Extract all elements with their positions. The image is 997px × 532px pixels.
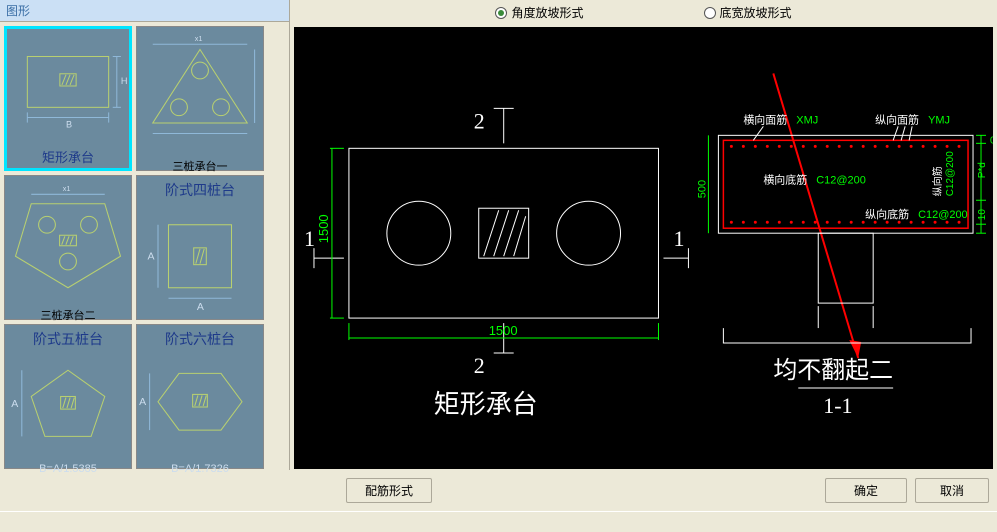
label-hxmj-val: XMJ [796, 114, 818, 126]
thumb-label: 三桩承台一 [137, 156, 263, 176]
thumb-tri-cap-2[interactable]: x1 三桩承台二 [4, 175, 132, 320]
label-c12-v: C12@200 [945, 151, 956, 196]
dim-1500-v: 1500 [316, 214, 331, 243]
svg-text:A: A [148, 250, 155, 262]
dim-1500-h: 1500 [489, 323, 518, 338]
thumb-canvas: x1 [137, 27, 263, 156]
plan-title: 矩形承台 [434, 390, 538, 419]
svg-text:A: A [197, 301, 204, 313]
label-zhj: 纵向筋 [931, 166, 944, 196]
thumb-canvas: A [137, 353, 263, 461]
ok-button[interactable]: 确定 [825, 478, 907, 503]
radio-angle[interactable]: 角度放坡形式 [495, 4, 583, 21]
thumb-label: 矩形承台 [7, 145, 129, 168]
label-hxdj: 横向底筋 [763, 172, 807, 186]
thumb-canvas: A [5, 353, 131, 461]
thumb-title: 阶式四桩台 [137, 176, 263, 204]
section-title: 均不翻起二 [773, 357, 893, 384]
marker-1-left: 1 [304, 226, 315, 251]
label-zxmj: 纵向面筋 [875, 112, 919, 126]
radio-label: 角度放坡形式 [511, 4, 583, 21]
radio-bottom[interactable]: 底宽放坡形式 [704, 4, 792, 21]
thumb-rect-cap[interactable]: B H 矩形承台 [4, 26, 132, 171]
radio-icon [704, 7, 716, 19]
svg-text:x1: x1 [195, 34, 203, 43]
thumb-step-6[interactable]: 阶式六桩台 A B=A/1.7326 [136, 324, 264, 469]
label-zxmj-val: YMJ [928, 114, 950, 126]
panel-title: 图形 [0, 0, 289, 22]
dim-zero: 0 [990, 135, 993, 146]
cad-svg: 2 2 1 1 1500 1500 [294, 27, 993, 469]
dim-500: 500 [696, 180, 708, 198]
svg-text:A: A [11, 398, 18, 410]
label-hxdj-val: C12@200 [816, 174, 866, 186]
thumb-step-5[interactable]: 阶式五桩台 A B=A/1.5385 [4, 324, 132, 469]
svg-text:H: H [121, 76, 128, 86]
right-panel: 角度放坡形式 底宽放坡形式 2 [290, 0, 997, 470]
cancel-button[interactable]: 取消 [915, 478, 989, 503]
marker-2-top: 2 [474, 108, 485, 133]
label-hxmj: 横向面筋 [743, 112, 787, 126]
dim-pxd: P*d [977, 162, 988, 178]
thumb-title: 阶式五桩台 [5, 325, 131, 353]
thumb-canvas: x1 [5, 176, 131, 305]
shape-panel: 图形 B [0, 0, 290, 470]
cad-viewport[interactable]: 2 2 1 1 1500 1500 [294, 27, 993, 469]
thumb-label: 三桩承台二 [5, 305, 131, 325]
thumb-canvas: A A [137, 204, 263, 319]
thumb-label: B=A/1.5385 [5, 461, 131, 477]
svg-text:A: A [139, 396, 146, 408]
marker-2-bot: 2 [474, 353, 485, 378]
thumb-tri-cap-1[interactable]: x1 三桩承台一 [136, 26, 264, 171]
svg-text:x1: x1 [63, 184, 71, 193]
radio-label: 底宽放坡形式 [720, 4, 792, 21]
label-zxdj-val: C12@200 [918, 209, 968, 221]
marker-1-right: 1 [673, 226, 684, 251]
statusbar [0, 511, 997, 531]
label-zxdj: 纵向底筋 [865, 207, 909, 221]
svg-text:B: B [66, 120, 72, 130]
thumb-step-4[interactable]: 阶式四桩台 A A [136, 175, 264, 320]
radio-row: 角度放坡形式 底宽放坡形式 [290, 0, 997, 25]
radio-icon [495, 7, 507, 19]
thumbs-grid: B H 矩形承台 [0, 22, 289, 473]
section-sub: 1-1 [823, 393, 852, 418]
thumb-canvas: B H [7, 29, 129, 145]
thumb-title: 阶式六桩台 [137, 325, 263, 353]
dim-10: 10 [977, 209, 988, 221]
thumb-label: B=A/1.7326 [137, 461, 263, 477]
config-button[interactable]: 配筋形式 [346, 478, 432, 503]
